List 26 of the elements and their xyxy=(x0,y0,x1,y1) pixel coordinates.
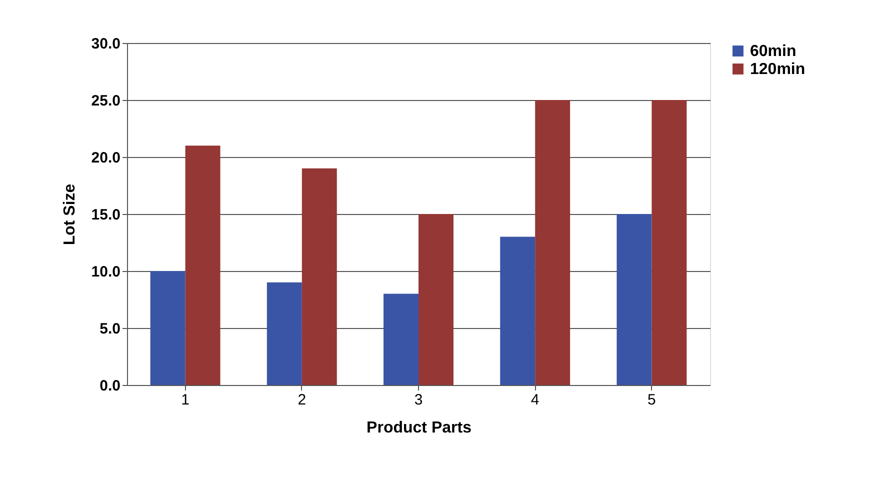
x-tick-label: 3 xyxy=(414,392,423,408)
bar xyxy=(384,294,418,385)
bar xyxy=(500,236,536,385)
x-tick-label: 4 xyxy=(530,392,540,408)
bar xyxy=(266,282,302,385)
bar xyxy=(652,100,687,385)
x-tick-label: 2 xyxy=(298,392,306,408)
x-tick-label: 5 xyxy=(648,392,656,408)
y-tick-label: 20.0 xyxy=(91,150,120,166)
legend-label: 60min xyxy=(750,43,796,60)
bar xyxy=(185,146,220,385)
y-tick-label: 10.0 xyxy=(91,264,120,280)
y-tick-label: 30.0 xyxy=(91,36,120,52)
x-axis-title: Product Parts xyxy=(366,420,472,436)
bar xyxy=(150,271,186,385)
bar xyxy=(535,100,570,385)
y-axis-title: Lot Size xyxy=(61,184,78,246)
y-tick-label: 0.0 xyxy=(100,378,120,394)
x-tick-label: 1 xyxy=(181,392,190,408)
y-tick-label: 25.0 xyxy=(91,92,120,110)
y-tick-label: 15.0 xyxy=(91,206,120,224)
legend-label: 120min xyxy=(750,61,806,78)
bar xyxy=(302,168,337,385)
y-tick-label: 5.0 xyxy=(100,320,120,338)
bar xyxy=(418,214,454,385)
bar xyxy=(616,214,652,385)
